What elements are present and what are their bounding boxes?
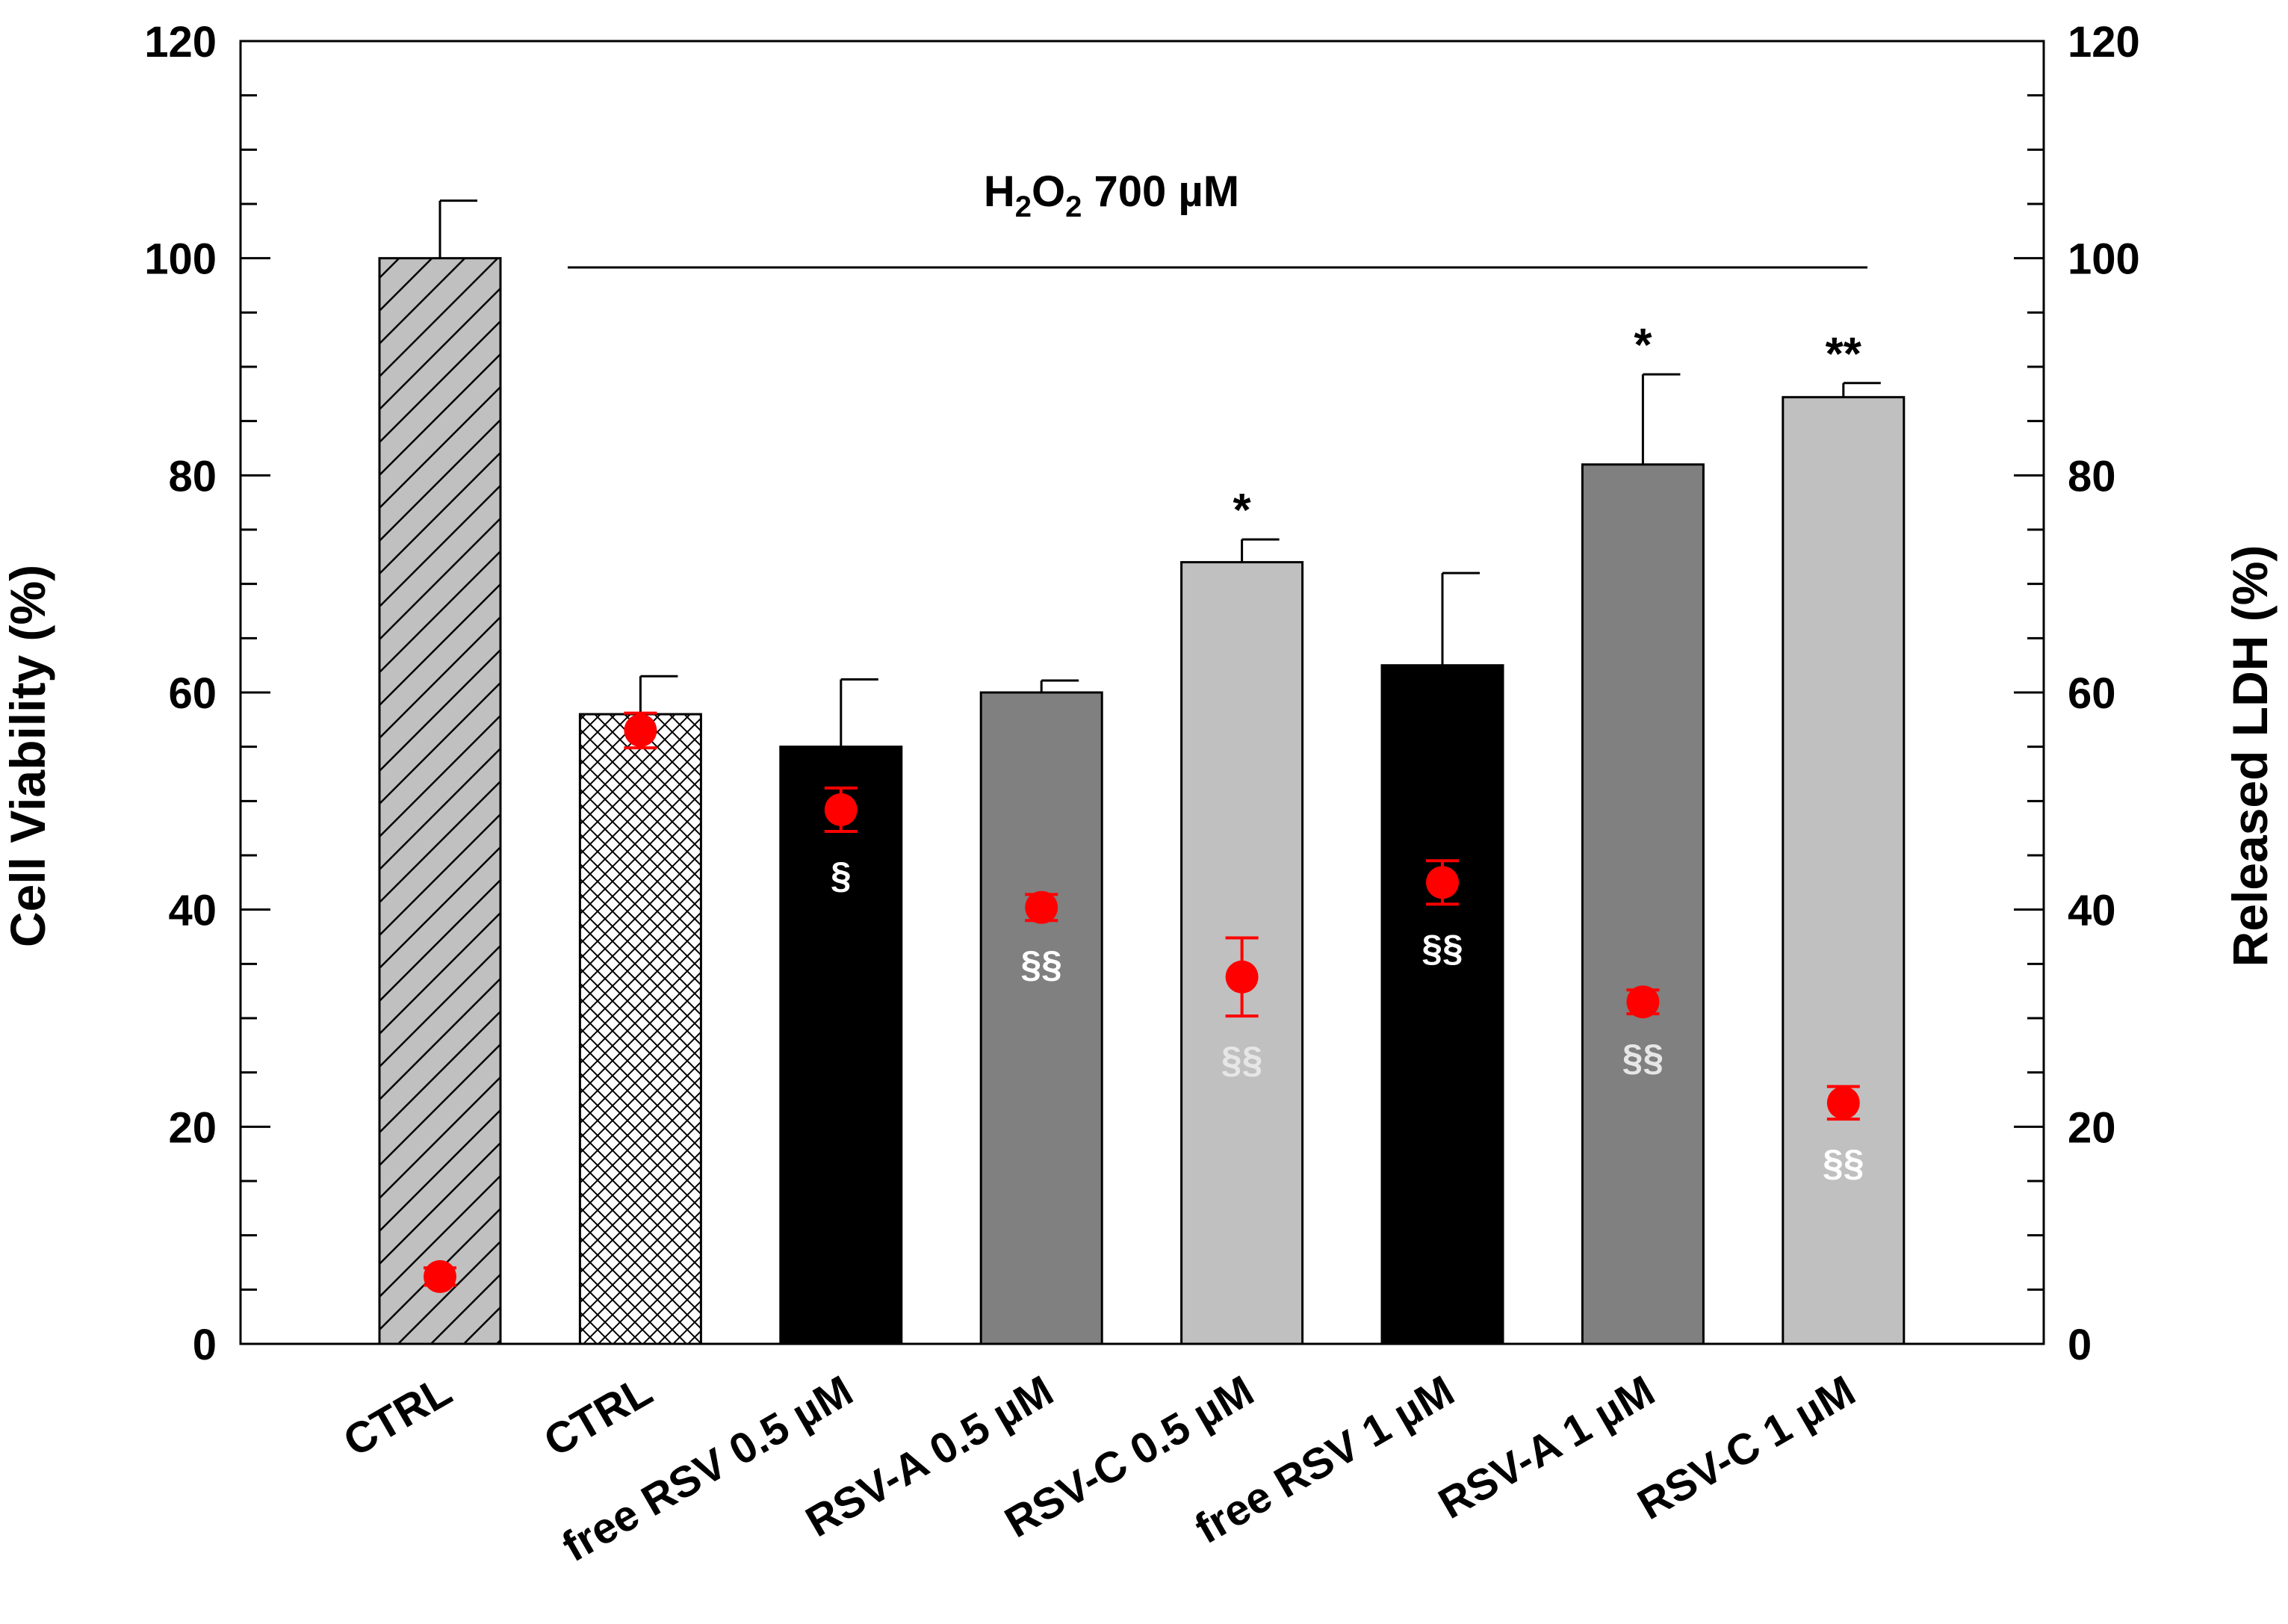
- y2-tick-label: 40: [2068, 887, 2116, 935]
- ldh-significance-mark: §§: [1422, 927, 1463, 969]
- category-label: CTRL: [536, 1366, 660, 1466]
- ldh-significance-mark: §§: [1221, 1039, 1263, 1081]
- axis-ticks: [241, 40, 2044, 1345]
- bar-significance-mark: **: [1826, 329, 1862, 380]
- point-series-released-ldh: [424, 711, 1860, 1293]
- plot-frame: [239, 40, 2045, 1345]
- y-tick-label: 100: [144, 235, 217, 284]
- y-axis-label: Cell Viability (%): [0, 565, 55, 947]
- ldh-significance-mark: §: [831, 855, 852, 896]
- ldh-point-5: [1426, 866, 1459, 899]
- significance-annotations: ** **§§§§§§§§§§§: [831, 320, 1864, 1184]
- bar-error-bars: [438, 199, 1881, 747]
- bar-1: [578, 713, 702, 1345]
- treatment-label-h: H: [984, 167, 1015, 216]
- bar-series-cell-viability: [378, 257, 1906, 1345]
- ldh-point-4: [1225, 960, 1259, 994]
- bar-0: [378, 257, 502, 1345]
- y2-axis-label: Released LDH (%): [2222, 545, 2278, 967]
- ldh-significance-mark: §§: [1823, 1142, 1864, 1184]
- treatment-label-sub1: 2: [1015, 190, 1032, 223]
- bar-6: [1581, 463, 1705, 1345]
- treatment-label-suffix: 700 µM: [1082, 167, 1239, 216]
- bar-significance-mark: *: [1634, 320, 1652, 371]
- bar-2: [779, 746, 903, 1345]
- y2-tick-label: 100: [2068, 235, 2140, 284]
- y-axis-tick-labels: 0 20 40 60 80 100 120: [144, 18, 217, 1369]
- ldh-significance-mark: §§: [1622, 1037, 1664, 1079]
- y-tick-label: 120: [144, 18, 217, 66]
- y2-tick-label: 20: [2068, 1103, 2116, 1152]
- category-label: RSV-A 1 µM: [1430, 1366, 1663, 1528]
- ldh-point-3: [1025, 890, 1058, 924]
- treatment-label-o: O: [1032, 167, 1065, 216]
- bar-3: [979, 691, 1103, 1345]
- y2-tick-label: 60: [2068, 669, 2116, 718]
- y-tick-label: 0: [193, 1321, 217, 1369]
- treatment-label-sub2: 2: [1065, 190, 1082, 223]
- ldh-point-6: [1626, 985, 1660, 1019]
- ldh-significance-mark: §§: [1020, 943, 1062, 985]
- category-label: RSV-C 1 µM: [1630, 1366, 1864, 1529]
- y2-tick-label: 80: [2068, 452, 2116, 500]
- y-tick-label: 80: [168, 452, 217, 500]
- y-tick-label: 20: [168, 1103, 217, 1152]
- bar-significance-mark: *: [1233, 485, 1252, 536]
- treatment-label: H2O2 700 µM: [984, 167, 1239, 223]
- bar-7: [1782, 396, 1906, 1345]
- ldh-point-7: [1826, 1086, 1860, 1120]
- y2-tick-label: 120: [2068, 18, 2140, 66]
- category-label: CTRL: [335, 1366, 459, 1466]
- ldh-point-2: [824, 793, 858, 826]
- y-tick-label: 40: [168, 887, 217, 935]
- ldh-point-0: [424, 1259, 456, 1293]
- y2-axis-tick-labels: 0 20 40 60 80 100 120: [2068, 18, 2140, 1369]
- y2-tick-label: 0: [2068, 1321, 2092, 1369]
- bar-5: [1380, 664, 1504, 1345]
- ldh-point-1: [624, 713, 657, 747]
- y-tick-label: 60: [168, 669, 217, 718]
